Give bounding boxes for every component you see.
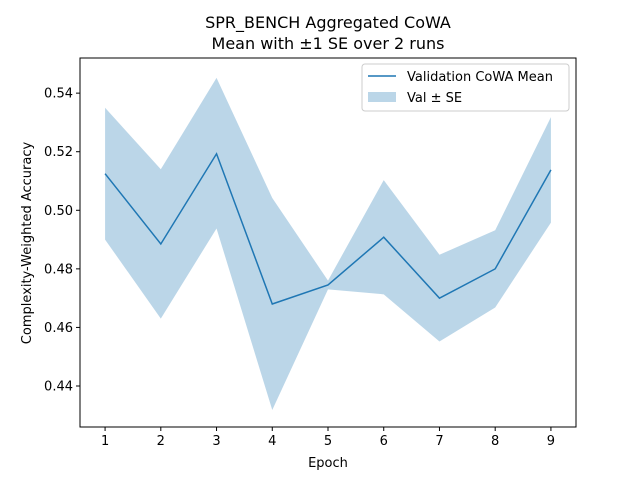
x-tick-label: 6 (380, 434, 388, 449)
legend-band-swatch (368, 92, 396, 102)
legend: Validation CoWA Mean Val ± SE (361, 63, 570, 112)
chart-title: SPR_BENCH Aggregated CoWA (205, 13, 451, 33)
x-tick-label: 2 (157, 434, 165, 449)
x-axis-ticks: 1 2 3 4 5 6 7 8 9 (101, 427, 555, 449)
x-tick-label: 3 (212, 434, 220, 449)
legend-label-mean: Validation CoWA Mean (407, 70, 553, 85)
mean-line (104, 152, 552, 305)
y-axis-label: Complexity-Weighted Accuracy (20, 142, 35, 345)
y-tick-label: 0.54 (44, 87, 73, 102)
legend-box (361, 63, 570, 112)
y-tick-label: 0.46 (44, 321, 73, 336)
x-tick-label: 1 (101, 434, 109, 449)
chart-subtitle: Mean with ±1 SE over 2 runs (212, 34, 445, 53)
x-tick-label: 8 (491, 434, 499, 449)
y-tick-label: 0.52 (44, 145, 73, 160)
se-band-layer (105, 77, 551, 411)
x-tick-label: 4 (268, 434, 276, 449)
y-axis-ticks: 0.44 0.46 0.48 0.50 0.52 0.54 (44, 87, 80, 395)
x-tick-label: 7 (435, 434, 443, 449)
x-tick-label: 9 (547, 434, 555, 449)
legend-label-band: Val ± SE (407, 91, 462, 106)
x-tick-label: 5 (324, 434, 332, 449)
y-tick-label: 0.48 (44, 262, 73, 277)
y-tick-label: 0.44 (44, 380, 73, 395)
mean-line-layer (104, 152, 552, 305)
x-axis-label: Epoch (308, 456, 348, 471)
se-band (105, 77, 551, 411)
y-tick-label: 0.50 (44, 204, 73, 219)
